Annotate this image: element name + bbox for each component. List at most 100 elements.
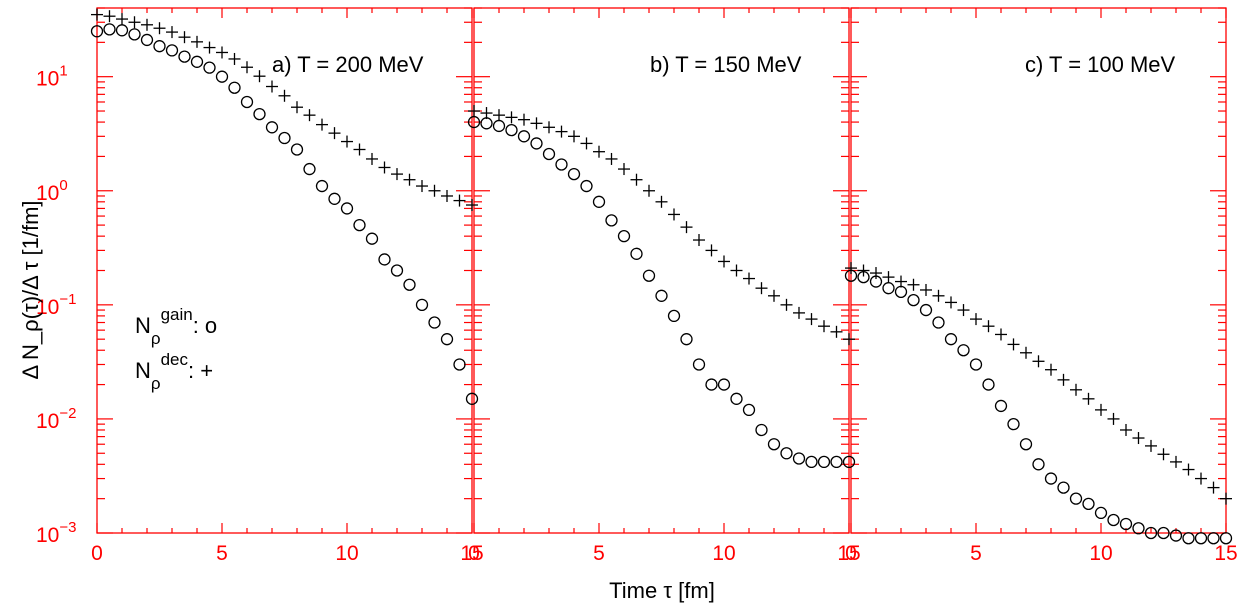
point-gain [630, 247, 643, 260]
point-dec [1057, 373, 1070, 386]
point-dec [1120, 423, 1132, 436]
point-dec [593, 145, 605, 158]
point-gain [90, 25, 104, 38]
point-dec [843, 333, 855, 346]
point-dec [1032, 355, 1045, 368]
point-dec [543, 121, 555, 134]
point-dec [241, 61, 253, 74]
point-gain [480, 117, 493, 130]
point-dec [680, 221, 693, 234]
point-gain [1032, 458, 1045, 471]
point-dec [1045, 363, 1057, 376]
point-dec [228, 52, 241, 65]
point-dec [693, 234, 705, 247]
point-dec [328, 127, 341, 140]
legend-gain: Nρgain: o [135, 305, 217, 348]
point-dec [882, 271, 895, 284]
point-dec [845, 262, 857, 275]
point-gain [842, 455, 856, 469]
legend-dec-suffix: : + [188, 358, 213, 383]
x-axis-title: Time τ [fm] [609, 578, 715, 603]
x-tick-label: 10 [1089, 542, 1112, 565]
y-tick-label: 100 [36, 177, 68, 205]
point-dec [730, 264, 743, 277]
point-dec [403, 173, 416, 186]
point-dec [1107, 412, 1120, 425]
point-gain [467, 115, 481, 129]
point-gain [730, 392, 743, 405]
point-dec [266, 80, 278, 93]
point-dec [805, 313, 818, 326]
legend-dec: Nρdec: + [135, 350, 213, 393]
point-dec [1207, 481, 1220, 494]
x-tick-label: 10 [335, 542, 358, 565]
point-dec [493, 109, 505, 122]
point-dec [982, 320, 995, 333]
legend-gain-superscript: gain [161, 305, 193, 324]
point-dec [755, 282, 768, 295]
point-dec [366, 152, 378, 165]
point-gain [1107, 513, 1120, 527]
point-dec [555, 125, 568, 138]
point-gain [944, 333, 958, 346]
point-gain [542, 147, 556, 161]
point-gain [655, 289, 668, 302]
point-dec [518, 113, 530, 126]
point-dec [870, 267, 882, 280]
y-tick-label: 101 [36, 63, 68, 91]
point-dec [505, 111, 518, 124]
legend-gain-symbol: N [135, 313, 151, 338]
point-gain [415, 298, 429, 311]
point-gain [1219, 532, 1233, 545]
panel-frame-1 [96, 7, 473, 534]
x-tick-label: 5 [970, 542, 982, 565]
point-dec [1157, 448, 1170, 461]
point-dec [253, 70, 266, 83]
point-gain [844, 269, 858, 282]
y-axis-title: Δ N_ρ(τ)/Δ τ [1/fm] [18, 200, 43, 379]
point-dec [643, 184, 655, 197]
point-gain [567, 167, 581, 181]
point-gain [1069, 492, 1083, 505]
panel-label-c: c) T = 100 MeV [1025, 52, 1176, 77]
y-tick-label: 10−2 [36, 405, 76, 433]
point-dec [957, 304, 970, 317]
point-dec [768, 289, 780, 302]
point-gain [278, 131, 291, 145]
point-dec [391, 168, 403, 181]
point-dec [668, 208, 680, 221]
point-dec [920, 283, 932, 296]
point-dec [1070, 383, 1082, 396]
tick-marks [96, 7, 1227, 534]
point-dec [580, 137, 593, 150]
point-dec [468, 105, 480, 118]
point-gain [428, 316, 441, 329]
point-gain [1007, 417, 1020, 431]
point-gain [617, 230, 631, 243]
point-gain [403, 278, 416, 291]
point-dec [303, 109, 316, 122]
point-dec [1170, 455, 1182, 468]
point-gain [178, 50, 191, 63]
point-gain [755, 423, 768, 437]
point-dec [441, 189, 453, 202]
x-tick-label: 0 [845, 542, 857, 565]
point-gain [203, 61, 216, 74]
x-tick-label: 10 [712, 542, 735, 565]
point-gain [817, 455, 831, 469]
x-tick-label: 15 [837, 542, 860, 565]
point-dec [416, 180, 428, 193]
point-dec [818, 320, 830, 333]
point-dec [103, 10, 116, 23]
point-gain [1169, 529, 1183, 542]
point-gain [857, 270, 870, 284]
point-gain [365, 232, 379, 245]
point-gain [103, 23, 116, 36]
point-gain [805, 455, 818, 469]
x-tick-label: 15 [460, 542, 483, 565]
point-gain [969, 358, 983, 371]
point-dec [116, 13, 128, 26]
point-gain [505, 123, 518, 137]
point-dec [316, 118, 328, 131]
